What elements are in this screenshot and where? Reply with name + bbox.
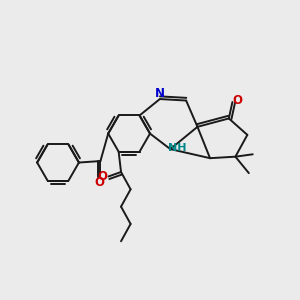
Text: O: O xyxy=(94,176,104,189)
Text: N: N xyxy=(155,88,165,100)
Text: NH: NH xyxy=(168,143,186,153)
Text: O: O xyxy=(233,94,243,107)
Text: O: O xyxy=(98,170,107,183)
